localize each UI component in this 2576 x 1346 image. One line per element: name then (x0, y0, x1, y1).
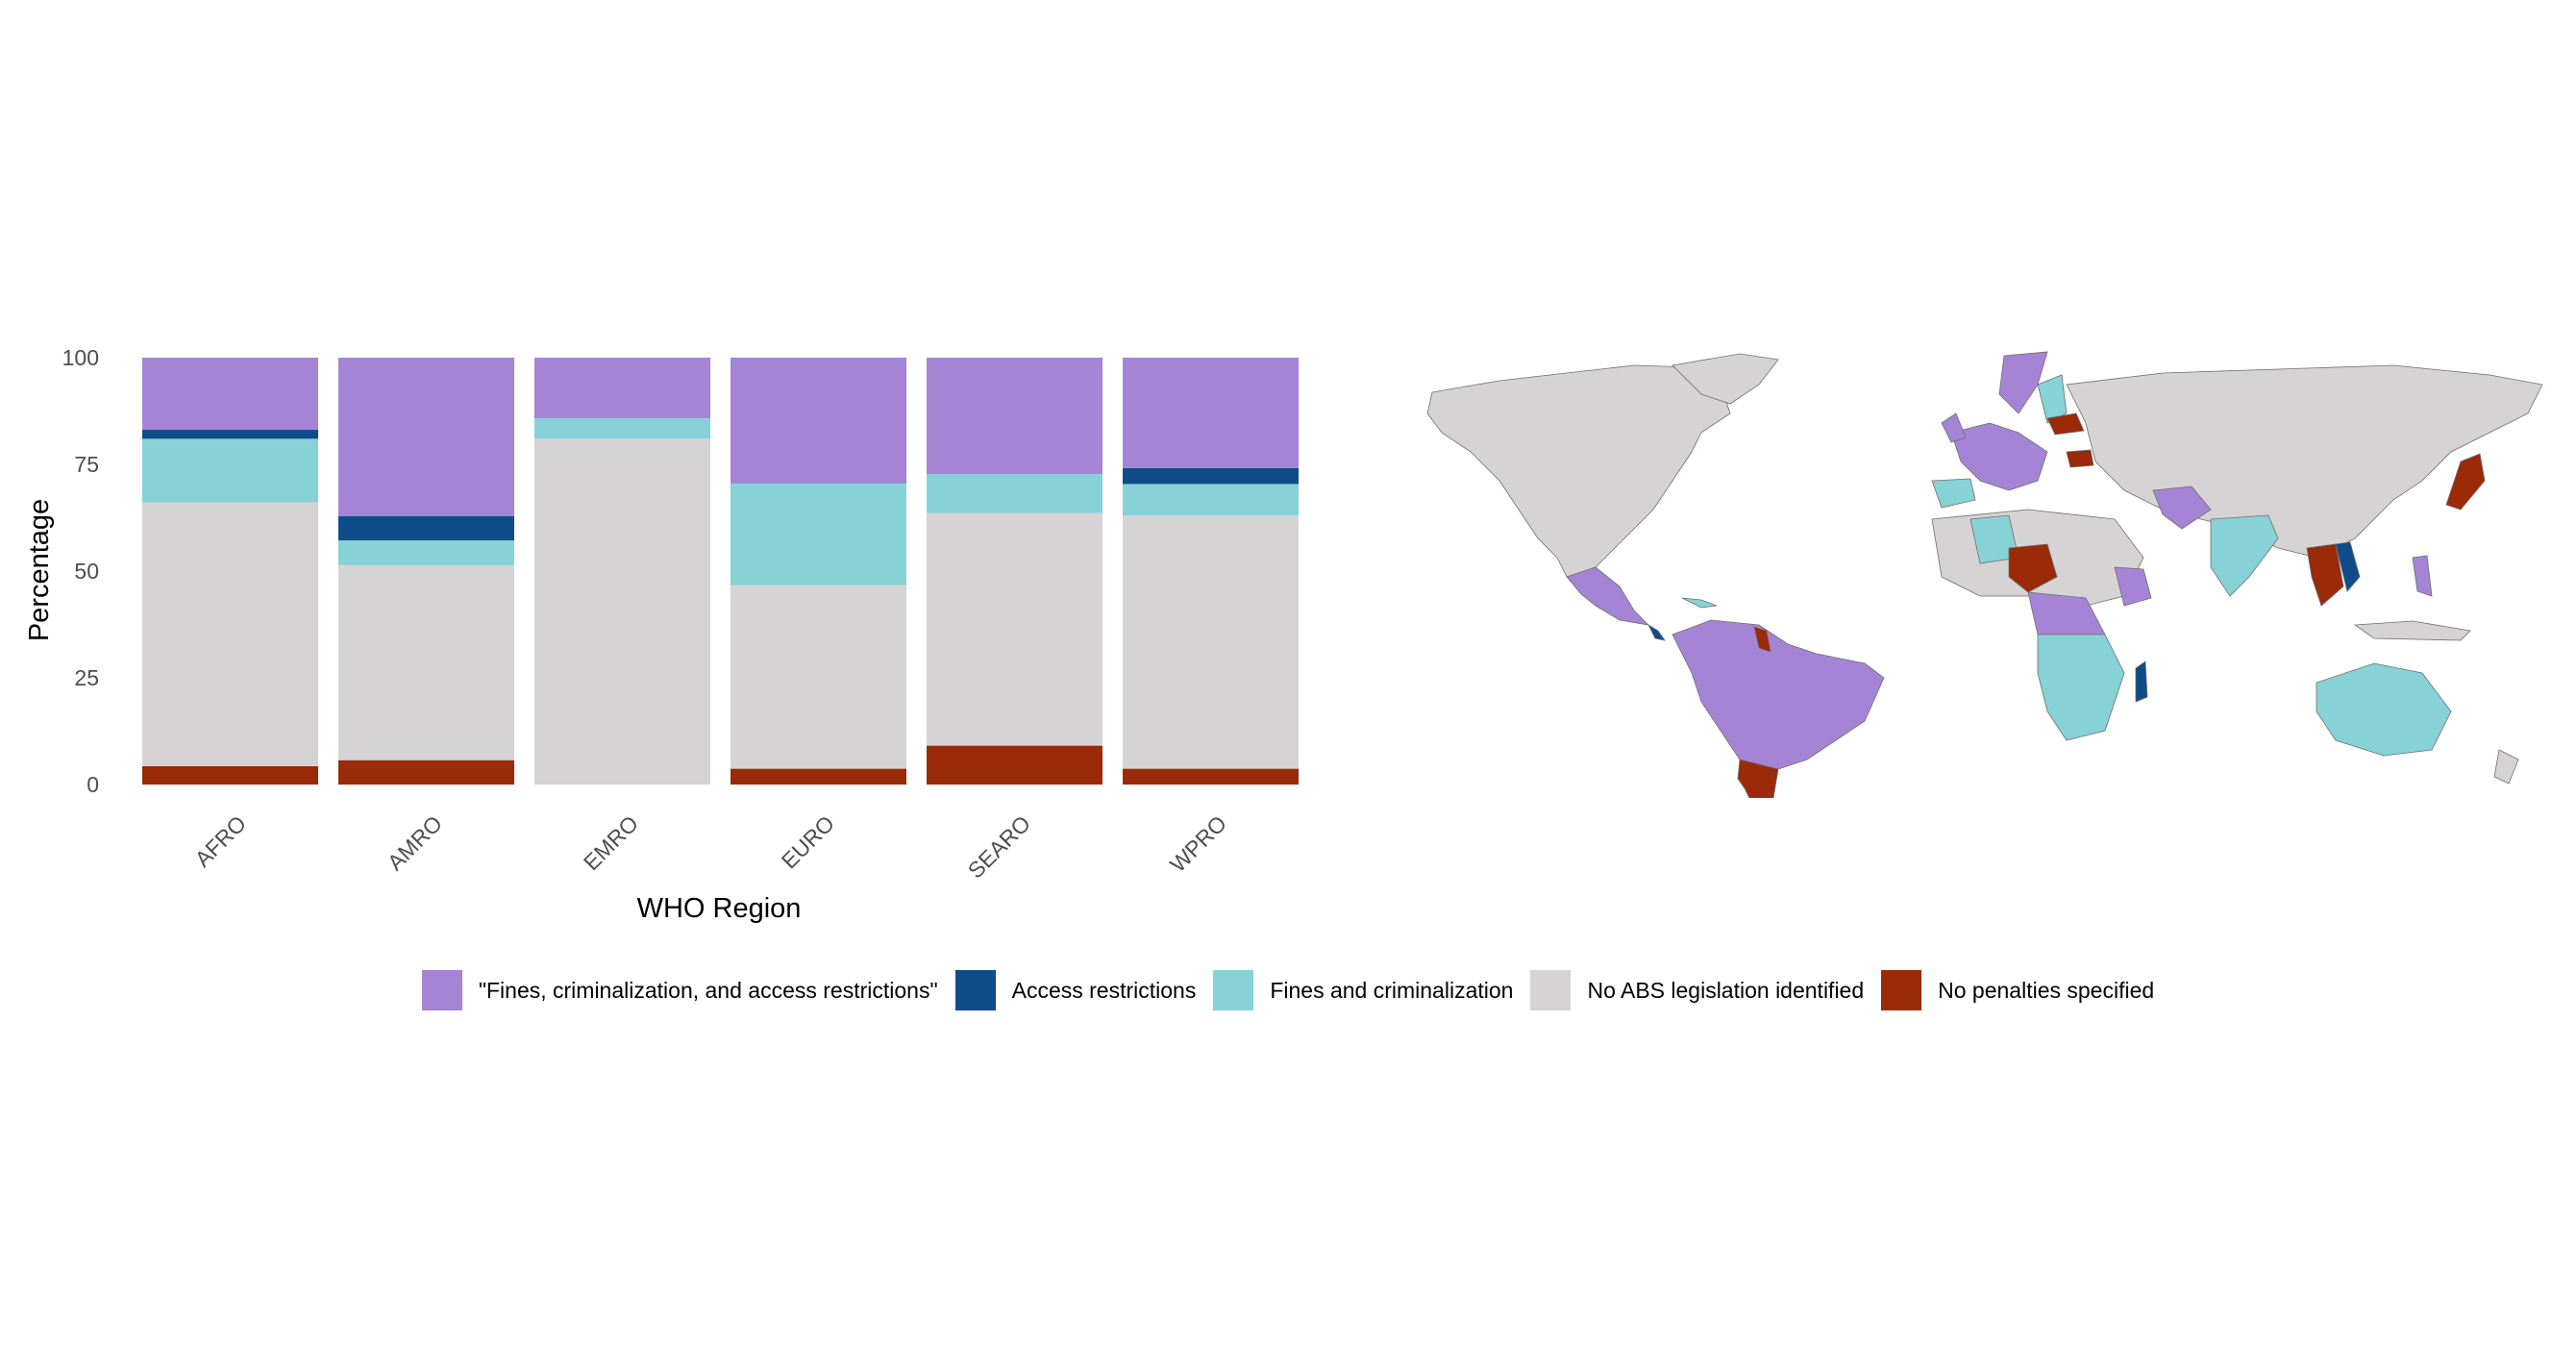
map-north-america (1426, 364, 1731, 578)
bar-segment (731, 585, 906, 769)
y-axis-title: Percentage (24, 499, 55, 641)
legend-key (1881, 970, 1922, 1010)
map-cuba (1681, 597, 1718, 609)
bar-segment (731, 483, 906, 586)
y-tick-label: 0 (87, 772, 99, 797)
legend-item: Access restrictions (954, 970, 1197, 1010)
map-new-zealand (2493, 749, 2519, 785)
legend-label: No ABS legislation identified (1587, 977, 1865, 1003)
bar-segment (1123, 467, 1299, 485)
map-western-europe (1950, 422, 2048, 491)
map-romania (2066, 449, 2094, 468)
bar-segment (1123, 358, 1299, 468)
legend-item: No penalties specified (1881, 970, 2154, 1010)
map-uk (1941, 412, 1967, 443)
map-south-america-north (1672, 619, 1885, 770)
map-japan (2445, 453, 2486, 511)
map-east-africa (2114, 566, 2152, 607)
bar-segment (534, 418, 710, 439)
x-axis-title: WHO Region (637, 893, 802, 924)
legend-label: No penalties specified (1938, 977, 2155, 1003)
bar-segment (1123, 515, 1299, 769)
legend: "Fines, criminalization, and access rest… (0, 961, 2576, 1019)
x-tick-label: AMRO (383, 810, 447, 875)
bar-segment (338, 540, 514, 565)
x-tick-label: EMRO (579, 810, 643, 875)
bar-segment (142, 358, 318, 431)
bar-segment (1123, 484, 1299, 516)
map-vietnam (2335, 541, 2361, 592)
bar-segment (338, 564, 514, 760)
map-madagascar (2135, 661, 2148, 703)
bar-segment (142, 502, 318, 766)
stacked-bar-chart: 0 25 50 75 100 AFRO AMRO EMRO EURO SEARO WPRO Per… (24, 345, 1299, 924)
bar-segment (338, 358, 514, 516)
map-australia (2316, 662, 2452, 757)
legend-key (954, 970, 996, 1010)
legend-key (1530, 970, 1572, 1010)
legend-key (1213, 970, 1254, 1010)
bar-segment (338, 515, 514, 541)
x-axis-ticks: AFRO AMRO EMRO EURO SEARO WPRO (189, 810, 1231, 883)
y-tick-label: 50 (74, 559, 99, 584)
bar-segment (731, 358, 906, 484)
bar-segment (142, 438, 318, 503)
map-southern-africa (2037, 634, 2125, 741)
y-tick-label: 25 (74, 665, 99, 690)
x-tick-label: SEARO (963, 810, 1035, 883)
bar-segment (142, 430, 318, 439)
legend-label: "Fines, criminalization, and access rest… (478, 977, 938, 1003)
legend-label: Fines and criminalization (1270, 977, 1514, 1003)
map-venezuela (1753, 626, 1771, 653)
map-iran (2152, 486, 2212, 530)
legend-key (421, 970, 462, 1010)
map-india (2210, 514, 2279, 597)
x-tick-label: WPRO (1165, 810, 1231, 877)
bar-segment (731, 768, 906, 785)
y-tick-label: 100 (62, 345, 99, 370)
bar-segment (338, 760, 514, 785)
bar-segment (927, 474, 1102, 513)
map-finland (2037, 374, 2068, 424)
map-countries (1426, 351, 2543, 798)
legend-item: Fines and criminalization (1213, 970, 1513, 1010)
legend-label: Access restrictions (1011, 977, 1197, 1003)
y-tick-label: 75 (74, 452, 99, 477)
y-axis-ticks: 0 25 50 75 100 (62, 345, 99, 797)
map-mexico (1566, 566, 1650, 626)
map-philippines (2412, 555, 2433, 597)
map-greenland (1672, 353, 1779, 405)
map-central-america (1647, 623, 1666, 641)
bar-segment (927, 745, 1102, 785)
x-tick-label: EURO (777, 810, 839, 873)
bar-segment (927, 512, 1102, 746)
legend-item: "Fines, criminalization, and access rest… (421, 970, 938, 1010)
bars (142, 358, 1299, 785)
x-tick-label: AFRO (189, 810, 251, 872)
bar-segment (927, 358, 1102, 475)
map-se-asia-mainland (2306, 543, 2344, 607)
bar-segment (142, 765, 318, 785)
map-scandinavia (1998, 351, 2048, 414)
bar-segment (534, 358, 710, 419)
bar-segment (1123, 768, 1299, 785)
bar-segment (534, 438, 710, 785)
map-indonesia (2353, 620, 2471, 641)
map-poland (2046, 412, 2085, 436)
map-argentina (1737, 759, 1779, 798)
map-niger-chad (2008, 543, 2058, 593)
legend-item: No ABS legislation identified (1530, 970, 1864, 1010)
map-iberia (1931, 478, 1976, 509)
world-map (1426, 351, 2543, 798)
